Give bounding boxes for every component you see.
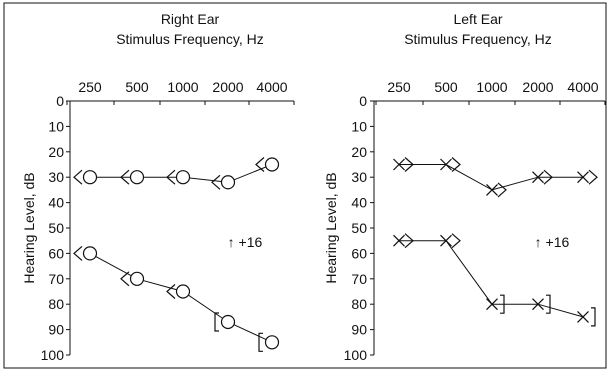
y-tick-label: 60: [351, 245, 367, 261]
y-tick-label: 40: [351, 195, 367, 211]
left-ear-annotation: ↑ +16: [535, 234, 570, 250]
y-tick-label: 100: [344, 347, 368, 363]
right-ear-title: Right Ear: [161, 11, 220, 27]
data-point-marker: [166, 169, 191, 185]
x-tick-label: 2000: [522, 79, 553, 95]
left-ear-panel: Left Ear Stimulus Frequency, Hz ↑ +16 25…: [323, 11, 606, 363]
y-tick-label: 100: [41, 347, 65, 363]
data-point-marker: [486, 294, 505, 314]
data-point-marker: [440, 157, 461, 172]
y-tick-label: 0: [359, 93, 367, 109]
y-tick-label: 70: [351, 271, 367, 287]
y-tick-label: 80: [48, 296, 64, 312]
data-point-marker: [73, 169, 98, 185]
y-tick-label: 30: [48, 169, 64, 185]
data-point-marker: [532, 169, 553, 185]
y-tick-label: 30: [351, 169, 367, 185]
data-point-marker: [532, 294, 551, 314]
y-axis-title: Hearing Level, dB: [323, 172, 339, 283]
y-tick-label: 70: [48, 271, 64, 287]
data-point-marker: [255, 157, 280, 172]
data-point-marker: [120, 271, 145, 287]
x-tick-label: 4000: [567, 79, 598, 95]
data-point-marker: [393, 157, 414, 172]
x-tick-label: 1000: [476, 79, 507, 95]
x-tick-label: 500: [434, 79, 458, 95]
right-ear-subtitle: Stimulus Frequency, Hz: [116, 31, 264, 47]
y-tick-label: 0: [56, 93, 64, 109]
y-tick-label: 90: [351, 322, 367, 338]
x-tick-label: 500: [125, 79, 149, 95]
data-point-marker: [577, 169, 598, 185]
y-tick-label: 20: [48, 144, 64, 160]
x-tick-label: 4000: [256, 79, 287, 95]
data-point-marker: [120, 169, 145, 185]
y-tick-label: 40: [48, 195, 64, 211]
data-point-marker: [440, 233, 461, 249]
data-point-marker: [486, 182, 507, 198]
x-tick-label: 1000: [167, 79, 198, 95]
y-tick-label: 50: [48, 220, 64, 236]
y-tick-label: 20: [351, 144, 367, 160]
y-axis-title: Hearing Level, dB: [21, 172, 37, 283]
y-tick-label: 50: [351, 220, 367, 236]
y-tick-label: 60: [48, 245, 64, 261]
data-point-marker: [258, 332, 280, 352]
data-point-marker: [214, 312, 236, 332]
data-point-marker: [577, 307, 596, 327]
left-ear-subtitle: Stimulus Frequency, Hz: [404, 31, 552, 47]
y-tick-label: 10: [48, 118, 64, 134]
data-point-marker: [211, 174, 236, 190]
right-ear-annotation: ↑ +16: [228, 234, 263, 250]
x-tick-label: 2000: [212, 79, 243, 95]
x-tick-label: 250: [78, 79, 102, 95]
y-tick-label: 80: [351, 296, 367, 312]
data-point-marker: [393, 233, 414, 249]
figure-border: [3, 2, 607, 369]
right-ear-panel: Right Ear Stimulus Frequency, Hz ↑ +16 2…: [21, 11, 295, 363]
left-ear-title: Left Ear: [453, 11, 502, 27]
data-point-marker: [166, 284, 191, 299]
y-tick-label: 90: [48, 322, 64, 338]
x-tick-label: 250: [387, 79, 411, 95]
data-point-marker: [73, 245, 98, 261]
y-tick-label: 10: [351, 118, 367, 134]
